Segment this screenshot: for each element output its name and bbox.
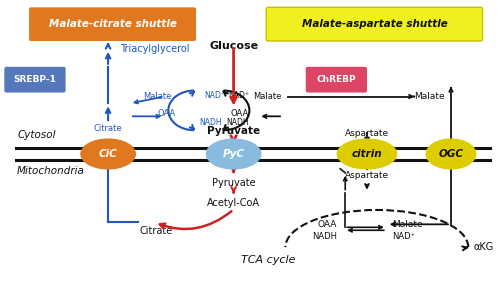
Text: PyC: PyC [222,149,244,159]
Text: Malate: Malate [414,92,445,101]
Text: Citrate: Citrate [140,226,173,236]
Ellipse shape [81,139,136,169]
Text: Acetyl-CoA: Acetyl-CoA [207,198,260,208]
Text: citrin: citrin [352,149,382,159]
FancyBboxPatch shape [306,67,367,92]
Text: Triacylglycerol: Triacylglycerol [120,44,190,54]
Text: OAA: OAA [158,109,176,118]
Text: Citrate: Citrate [94,124,122,133]
Text: CiC: CiC [98,149,117,159]
Text: Malate-citrate shuttle: Malate-citrate shuttle [49,19,177,29]
Text: OGC: OGC [438,149,464,159]
Text: Pyruvate: Pyruvate [207,126,260,136]
Text: NAD⁺: NAD⁺ [228,91,250,100]
Text: Mitochondria: Mitochondria [17,166,85,176]
Text: SREBP-1: SREBP-1 [14,75,56,84]
Text: Malate: Malate [143,92,172,101]
Text: TCA cycle: TCA cycle [241,255,296,265]
Text: Glucose: Glucose [209,41,258,51]
Text: OAA: OAA [230,109,248,118]
Ellipse shape [206,139,261,169]
Text: OAA: OAA [318,220,338,229]
Text: Pyruvate: Pyruvate [212,178,256,188]
Ellipse shape [426,139,476,169]
FancyBboxPatch shape [29,7,196,41]
Text: NADH: NADH [226,118,250,127]
Text: αKG: αKG [474,242,494,252]
Text: Cytosol: Cytosol [17,130,56,140]
Text: NAD⁺: NAD⁺ [392,232,415,241]
Text: ChREBP: ChREBP [316,75,356,84]
Text: NADH: NADH [312,232,338,241]
Text: Malate: Malate [392,220,422,229]
FancyBboxPatch shape [266,7,482,41]
Ellipse shape [338,139,396,169]
Text: Aspartate: Aspartate [345,171,389,180]
Text: Malate-aspartate shuttle: Malate-aspartate shuttle [302,19,448,29]
FancyBboxPatch shape [4,67,66,92]
Text: NAD⁺: NAD⁺ [204,91,225,100]
Text: Aspartate: Aspartate [345,129,389,138]
Text: NADH: NADH [199,118,222,127]
Text: Malate: Malate [254,92,281,101]
